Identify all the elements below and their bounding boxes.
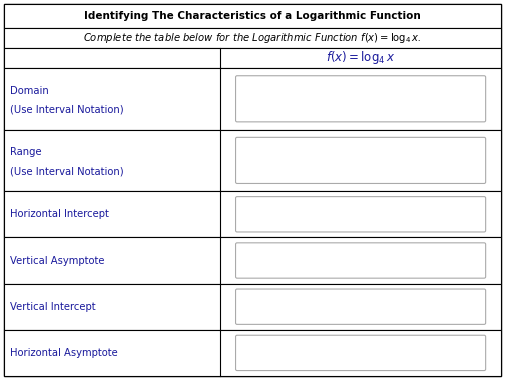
- Bar: [4, 48, 501, 68]
- Text: Horizontal Intercept: Horizontal Intercept: [10, 209, 109, 219]
- Text: Horizontal Asymptote: Horizontal Asymptote: [10, 348, 118, 358]
- Bar: [4, 130, 501, 191]
- FancyBboxPatch shape: [235, 243, 486, 278]
- Text: Range: Range: [10, 147, 41, 157]
- Bar: [4, 4, 501, 28]
- Text: Vertical Intercept: Vertical Intercept: [10, 302, 95, 312]
- FancyBboxPatch shape: [235, 76, 486, 122]
- Text: Identifying The Characteristics of a Logarithmic Function: Identifying The Characteristics of a Log…: [84, 11, 421, 21]
- Text: Vertical Asymptote: Vertical Asymptote: [10, 255, 105, 266]
- Text: $f(x) = \log_4 x$: $f(x) = \log_4 x$: [326, 49, 395, 66]
- Text: Complete the table below for the Logarithmic Function $f(x) = \log_4 x$.: Complete the table below for the Logarit…: [83, 31, 422, 45]
- Text: (Use Interval Notation): (Use Interval Notation): [10, 105, 124, 115]
- Bar: [4, 28, 501, 48]
- Bar: [4, 191, 501, 238]
- Text: (Use Interval Notation): (Use Interval Notation): [10, 166, 124, 176]
- FancyBboxPatch shape: [235, 289, 486, 325]
- Bar: [4, 283, 501, 330]
- FancyBboxPatch shape: [235, 137, 486, 184]
- Bar: [4, 238, 501, 283]
- FancyBboxPatch shape: [235, 335, 486, 370]
- Bar: [4, 68, 501, 130]
- Text: Domain: Domain: [10, 86, 49, 96]
- FancyBboxPatch shape: [235, 196, 486, 232]
- Bar: [4, 330, 501, 376]
